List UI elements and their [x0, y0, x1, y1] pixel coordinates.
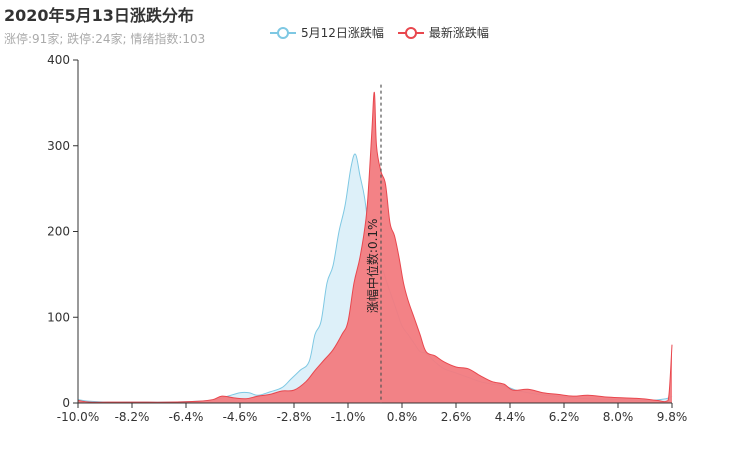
x-tick-label: 9.8%: [657, 410, 688, 424]
chart-legend: 5月12日涨跌幅 最新涨跌幅: [270, 24, 489, 41]
x-tick-label: 2.6%: [441, 410, 472, 424]
x-tick-label: -6.4%: [169, 410, 204, 424]
x-tick-label: -10.0%: [57, 410, 99, 424]
legend-label-prev: 5月12日涨跌幅: [301, 26, 384, 40]
legend-label-latest: 最新涨跌幅: [428, 26, 489, 40]
legend-item-latest[interactable]: 最新涨跌幅: [397, 24, 489, 41]
y-tick-label: 300: [47, 139, 70, 153]
x-tick-label: 6.2%: [549, 410, 580, 424]
median-label: 涨幅中位数:0.1%: [365, 219, 380, 314]
y-tick-label: 0: [62, 396, 70, 410]
x-tick-label: -8.2%: [115, 410, 150, 424]
x-tick-label: 8.0%: [603, 410, 634, 424]
chart-title: 2020年5月13日涨跌分布: [4, 6, 194, 25]
legend-item-prev[interactable]: 5月12日涨跌幅: [270, 24, 384, 41]
legend-line-circle-icon: [270, 26, 296, 39]
x-tick-label: 0.8%: [387, 410, 418, 424]
x-tick-label: 4.4%: [495, 410, 526, 424]
x-tick-label: -4.6%: [223, 410, 258, 424]
series-area-1: [78, 92, 672, 403]
x-tick-label: -2.8%: [277, 410, 312, 424]
y-tick-label: 100: [47, 310, 70, 324]
y-tick-label: 200: [47, 225, 70, 239]
legend-line-circle-icon: [397, 26, 424, 39]
y-tick-label: 400: [47, 53, 70, 67]
x-tick-label: -1.0%: [331, 410, 366, 424]
series-line-1: [77, 92, 673, 403]
chart-subtitle: 涨停:91家; 跌停:24家; 情绪指数:103: [4, 32, 206, 46]
